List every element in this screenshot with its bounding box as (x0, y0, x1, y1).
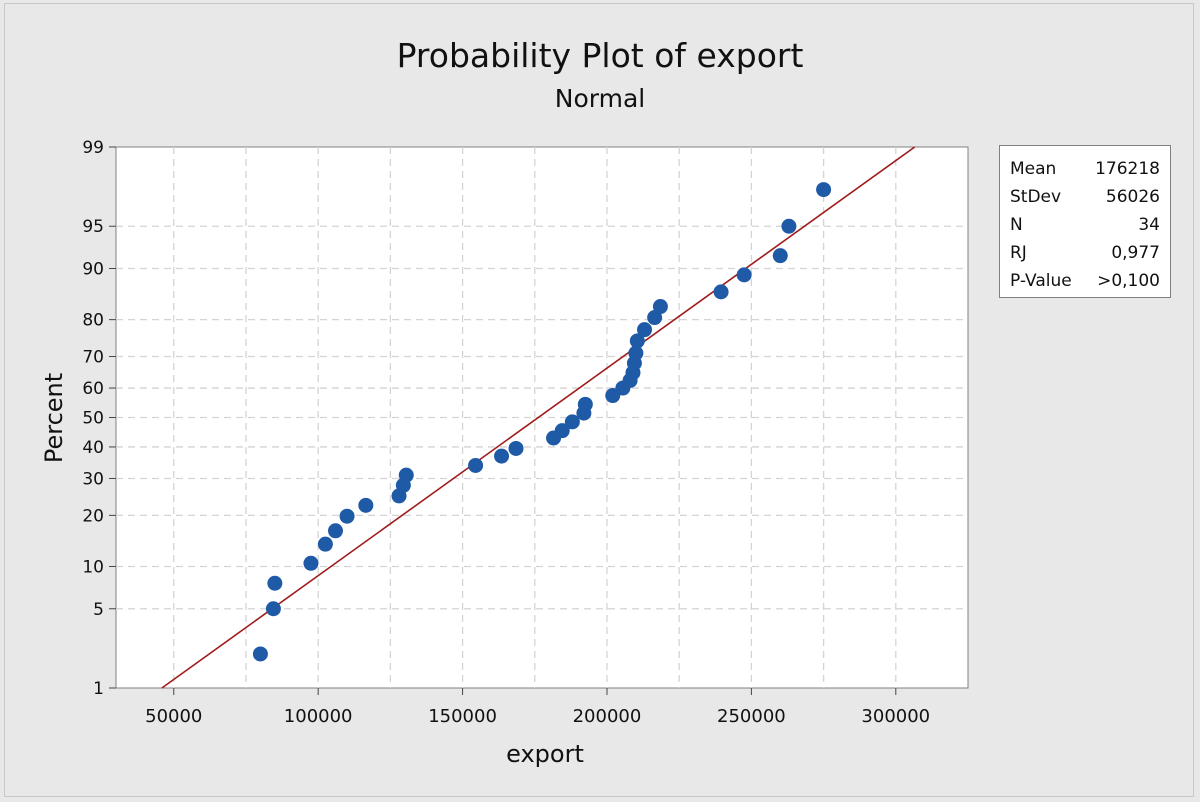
data-point (564, 414, 580, 430)
data-point (494, 448, 510, 464)
x-tick-label: 200000 (573, 706, 642, 727)
data-point (554, 423, 570, 439)
y-tick-label: 20 (82, 506, 104, 526)
stats-label: StDev (1010, 187, 1062, 207)
chart-title: Probability Plot of export (396, 36, 804, 75)
data-point (629, 333, 645, 349)
x-axis-label: export (506, 740, 584, 768)
fit-line (161, 146, 916, 689)
stats-row-n: N 34 (1010, 211, 1160, 239)
data-point (577, 396, 593, 412)
data-point (327, 523, 343, 539)
data-point (358, 497, 374, 513)
x-tick-label: 250000 (717, 706, 786, 727)
data-point (398, 467, 414, 483)
grid-lines (116, 147, 968, 688)
stats-value: 0,977 (1111, 243, 1160, 263)
data-point (303, 555, 319, 571)
data-point (816, 182, 832, 198)
y-tick-label: 40 (82, 438, 104, 458)
data-point (339, 508, 355, 524)
data-point (772, 248, 788, 264)
stats-row-rj: RJ 0,977 (1010, 239, 1160, 267)
stats-row-pvalue: P-Value >0,100 (1010, 267, 1160, 295)
stats-label: N (1010, 215, 1023, 235)
stats-legend: Mean 176218 StDev 56026 N 34 RJ 0,977 P-… (999, 145, 1171, 298)
data-point (252, 646, 268, 662)
x-tick-label: 100000 (284, 706, 353, 727)
x-tick-label: 50000 (145, 706, 202, 727)
y-tick-label: 10 (82, 558, 104, 578)
y-tick-label: 50 (82, 409, 104, 429)
x-tick-label: 150000 (428, 706, 497, 727)
y-tick-label: 80 (82, 311, 104, 331)
stats-row-mean: Mean 176218 (1010, 155, 1160, 183)
y-axis-label: Percent (40, 373, 68, 463)
y-tick-label: 95 (82, 217, 104, 237)
chart-frame (4, 3, 1194, 797)
y-tick-label: 60 (82, 379, 104, 399)
y-tick-label: 99 (82, 138, 104, 158)
data-point (637, 322, 653, 338)
data-point (781, 218, 797, 234)
stats-label: P-Value (1010, 271, 1072, 291)
data-point (652, 299, 668, 315)
data-point (736, 267, 752, 283)
data-point (647, 310, 663, 326)
data-point (628, 345, 644, 361)
stats-label: Mean (1010, 159, 1057, 179)
stats-value: 176218 (1095, 159, 1160, 179)
stats-value: >0,100 (1097, 271, 1160, 291)
axis-ticks: 50000 100000 150000 200000 250000 300000 1 5 10 2… (82, 138, 930, 727)
data-point (265, 601, 281, 617)
y-tick-label: 90 (82, 259, 104, 279)
data-point (508, 440, 524, 456)
data-points (252, 182, 832, 662)
stats-value: 34 (1138, 215, 1160, 235)
y-tick-label: 30 (82, 469, 104, 489)
data-point (267, 575, 283, 591)
stats-row-stdev: StDev 56026 (1010, 183, 1160, 211)
y-tick-label: 5 (93, 600, 104, 620)
y-tick-label: 1 (93, 679, 104, 699)
data-point (317, 536, 333, 552)
x-tick-label: 300000 (861, 706, 930, 727)
stats-value: 56026 (1105, 187, 1160, 207)
chart-subtitle: Normal (554, 84, 646, 113)
stats-label: RJ (1010, 243, 1027, 263)
data-point (468, 457, 484, 473)
y-tick-label: 70 (82, 348, 104, 368)
data-point (713, 284, 729, 300)
fit-line-group (161, 146, 916, 689)
